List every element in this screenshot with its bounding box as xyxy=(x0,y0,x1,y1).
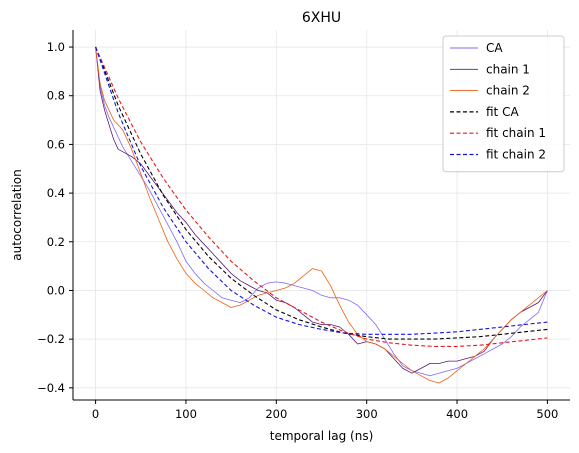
y-tick-label: 0.2 xyxy=(47,235,65,249)
x-tick-label: 300 xyxy=(356,407,378,421)
legend-label: fit chain 2 xyxy=(486,148,546,162)
series-line-chain-1 xyxy=(95,46,548,374)
series-line-fit-CA xyxy=(95,46,548,340)
y-axis-label: autocorrelation xyxy=(10,169,24,260)
legend: CA chain 1 chain 2 fit CA fit chain 1 fit cha… xyxy=(442,35,565,173)
x-tick-label: 500 xyxy=(536,407,558,421)
y-tick-label: 0.8 xyxy=(47,89,65,103)
y-tick-label: 1.0 xyxy=(47,40,65,54)
x-tick-label: 100 xyxy=(175,407,197,421)
series-lines xyxy=(95,46,548,384)
x-tick-label: 400 xyxy=(446,407,468,421)
legend-label: CA xyxy=(486,41,503,55)
legend-label: fit CA xyxy=(486,105,519,119)
x-tick-label: 200 xyxy=(265,407,287,421)
x-tick-label: 0 xyxy=(92,407,99,421)
tick-labels: 0 100 200 300 400 500 −0.4 −0.2 0.0 0.2 0.4 0.6 0.8 1… xyxy=(37,40,558,421)
axes xyxy=(69,30,570,404)
chart-title: 6XHU xyxy=(302,10,341,26)
y-tick-label: −0.2 xyxy=(37,332,65,346)
x-axis-label: temporal lag (ns) xyxy=(270,429,374,443)
legend-label: chain 2 xyxy=(486,84,530,98)
legend-label: fit chain 1 xyxy=(486,126,546,140)
legend-box xyxy=(442,35,565,173)
series-line-fit-chain-1 xyxy=(95,46,548,347)
y-tick-label: 0.4 xyxy=(47,186,65,200)
y-tick-label: 0.0 xyxy=(47,283,65,297)
y-tick-label: 0.6 xyxy=(47,137,65,151)
legend-label: chain 1 xyxy=(486,62,530,76)
series-line-chain-2 xyxy=(95,46,548,384)
y-tick-label: −0.4 xyxy=(37,381,65,395)
